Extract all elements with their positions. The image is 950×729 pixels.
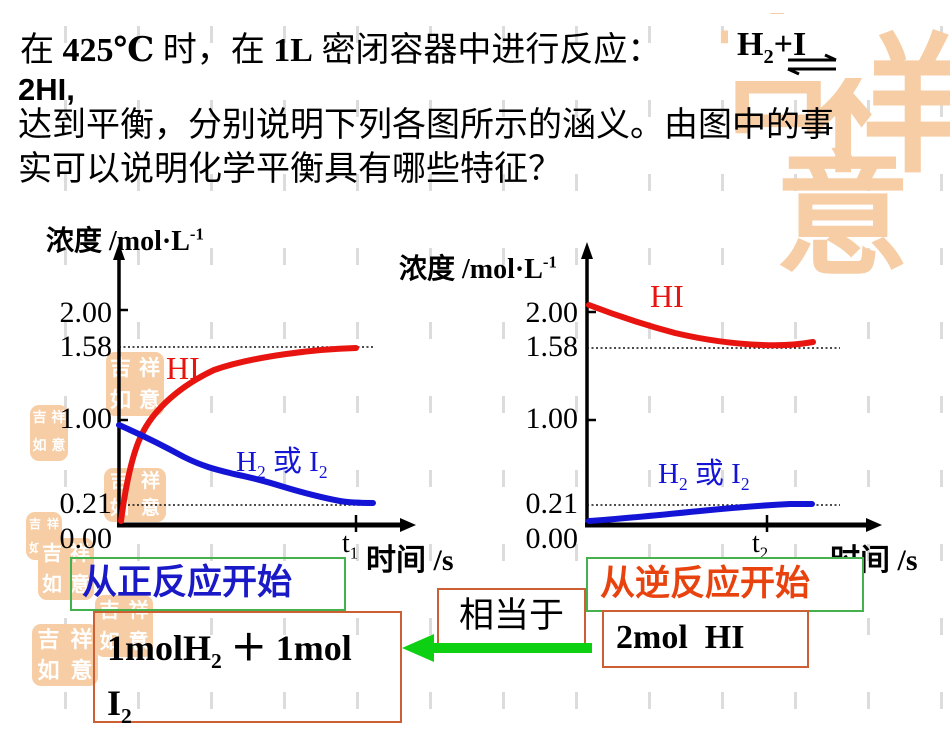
hi-curve-right [586, 302, 816, 349]
forward-amount-box: 1molH2 ＋ 1mol I2 [93, 611, 402, 728]
seal-stamp-watermark: 吉祥如意 [30, 405, 68, 461]
reaction-formula: H2+I [737, 26, 807, 68]
equivalence-arrow-icon [402, 634, 592, 662]
slide-title-line1: 在 425℃ 时，在 1L 密闭容器中进行反应： [20, 22, 661, 71]
hi-curve-label-left: HI [166, 350, 200, 386]
seal-stamp-watermark: 吉祥如意 [38, 538, 94, 600]
reverse-reaction-label: 从逆反应开始 [600, 564, 811, 603]
equivalent-label: 相当于 [458, 596, 564, 635]
h2-i2-curve-left [116, 422, 376, 506]
left-ytick-1.00: 1.00 [59, 402, 113, 435]
question-text-line1: 达到平衡，分别说明下列各图所示的涵义。由图中的事 [18, 107, 834, 144]
right-ytick-1.00: 1.00 [525, 402, 579, 435]
hi-curve-left [118, 345, 359, 524]
right-ytick-0.21: 0.21 [525, 487, 579, 520]
reverse-reaction-box: 从逆反应开始 [586, 557, 864, 612]
question-text-line2: 实可以说明化学平衡具有哪些特征？ [18, 151, 562, 188]
seal-stamp-watermark: 吉祥如意 [32, 624, 98, 686]
reverse-amount-label: 2mol HI [616, 619, 745, 656]
right-y-axis-label: 浓度 /mol·L-1 [399, 252, 557, 285]
equilibrium-arrow-icon [787, 53, 837, 76]
seal-stamp-watermark: 吉祥如意 [95, 595, 153, 657]
forward-amount-line1: 1molH2 ＋ 1mol [107, 628, 352, 674]
left-xtick-t1: t1 [342, 528, 359, 563]
volume-value: 1L [273, 32, 313, 69]
h2-i2-curve-right [586, 500, 815, 524]
h2-i2-curve-label-left: H2 或 I2 [236, 446, 328, 482]
forward-amount-line2: I2 [107, 683, 132, 729]
right-chart-plot [581, 242, 882, 532]
right-ytick-0.00: 0.00 [525, 522, 579, 555]
left-chart-plot [113, 243, 416, 532]
title-text: 时，在 [154, 32, 274, 69]
forward-reaction-box: 从正反应开始 [70, 557, 346, 611]
title-text: 密闭容器中进行反应： [312, 32, 662, 69]
left-ytick-2.00: 2.00 [59, 296, 113, 329]
left-ytick-0.00: 0.00 [59, 522, 113, 555]
right-ytick-1.58: 1.58 [525, 330, 579, 363]
reaction-product: 2HI, [18, 72, 75, 107]
title-text: 在 [20, 32, 63, 69]
hi-curve-label-right: HI [650, 278, 684, 314]
formula-white-patch [728, 14, 874, 78]
h2-i2-curve-label-right: H2 或 I2 [658, 458, 750, 494]
left-ytick-1.58: 1.58 [59, 330, 113, 363]
left-x-axis-label: 时间 /s [366, 544, 454, 577]
equivalent-box: 相当于 [437, 588, 586, 646]
right-xtick-t2: t2 [752, 528, 769, 563]
forward-reaction-label: 从正反应开始 [82, 563, 293, 602]
reverse-amount-box: 2mol HI [602, 610, 809, 668]
left-y-axis-label: 浓度 /mol·L-1 [46, 224, 204, 257]
temperature-value: 425℃ [62, 32, 155, 69]
left-ytick-0.21: 0.21 [59, 487, 113, 520]
right-ytick-2.00: 2.00 [525, 296, 579, 329]
